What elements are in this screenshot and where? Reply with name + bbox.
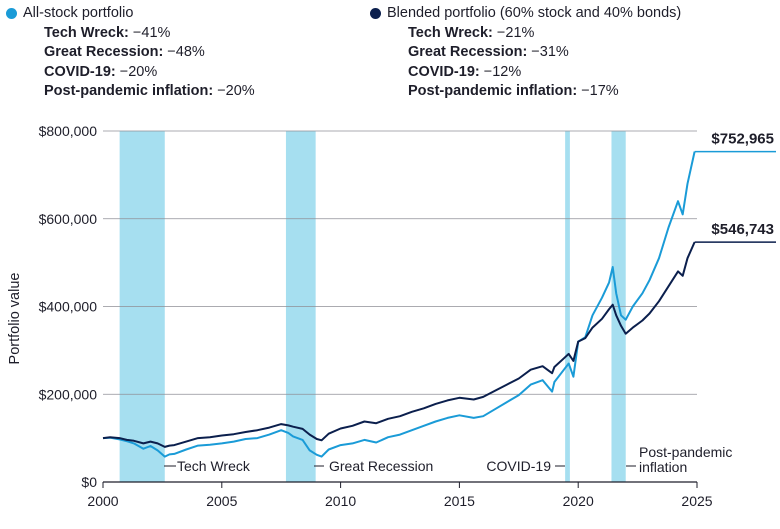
series-blended-line [102, 241, 696, 448]
legend-all-stock: All-stock portfolio Tech Wreck: −41% Gre… [6, 4, 255, 102]
x-tick-label: 2005 [206, 493, 237, 509]
annotation-label: Great Recession [329, 458, 433, 474]
y-axis-title: Portfolio value [7, 273, 23, 365]
x-tick-label: 2010 [325, 493, 356, 509]
annotation-label: Tech Wreck [177, 458, 251, 474]
annotation-label: COVID-19 [486, 458, 551, 474]
legend-blended-row: Tech Wreck: −21% [408, 24, 535, 41]
legend-blended-row: COVID-19: −12% [408, 63, 522, 80]
x-tick-label: 2020 [563, 493, 594, 509]
annotation-label: Post-pandemic inflation [639, 444, 732, 475]
legend-all-stock-header: All-stock portfolio [6, 4, 255, 24]
legend-all-stock-row: Post-pandemic inflation: −20% [44, 83, 255, 100]
blended-end-value-label: $546,743 [711, 221, 774, 238]
annotation-label-line: Post-pandemic [639, 444, 732, 460]
x-tick-label: 2015 [444, 493, 475, 509]
legend-blended-name: Blended portfolio (60% stock and 40% bon… [387, 5, 682, 21]
legend-all-stock-row: COVID-19: −20% [44, 63, 158, 80]
y-tick-label: $800,000 [39, 123, 98, 139]
legend-blended-header: Blended portfolio (60% stock and 40% bon… [370, 4, 681, 24]
legend-blended: Blended portfolio (60% stock and 40% bon… [370, 4, 681, 102]
legend-all-stock-row: Great Recession: −48% [44, 44, 205, 61]
y-tick-label: $600,000 [39, 211, 98, 227]
y-tick-label: $400,000 [39, 299, 98, 315]
y-tick-label: $0 [81, 474, 97, 490]
y-tick-label: $200,000 [39, 386, 98, 402]
all-stock-end-value-label: $752,965 [711, 131, 774, 148]
legend-blended-row: Great Recession: −31% [408, 44, 569, 61]
legend-blended-row: Post-pandemic inflation: −17% [408, 83, 619, 100]
series-all-stock-line [102, 151, 696, 458]
legend-all-stock-row: Tech Wreck: −41% [44, 24, 171, 41]
x-tick-label: 2000 [87, 493, 118, 509]
annotation-label-line: inflation [639, 459, 687, 475]
blended-dot-icon [370, 8, 381, 20]
legend-all-stock-name: All-stock portfolio [23, 5, 134, 21]
all-stock-dot-icon [6, 8, 17, 20]
x-tick-label: 2025 [681, 493, 712, 509]
